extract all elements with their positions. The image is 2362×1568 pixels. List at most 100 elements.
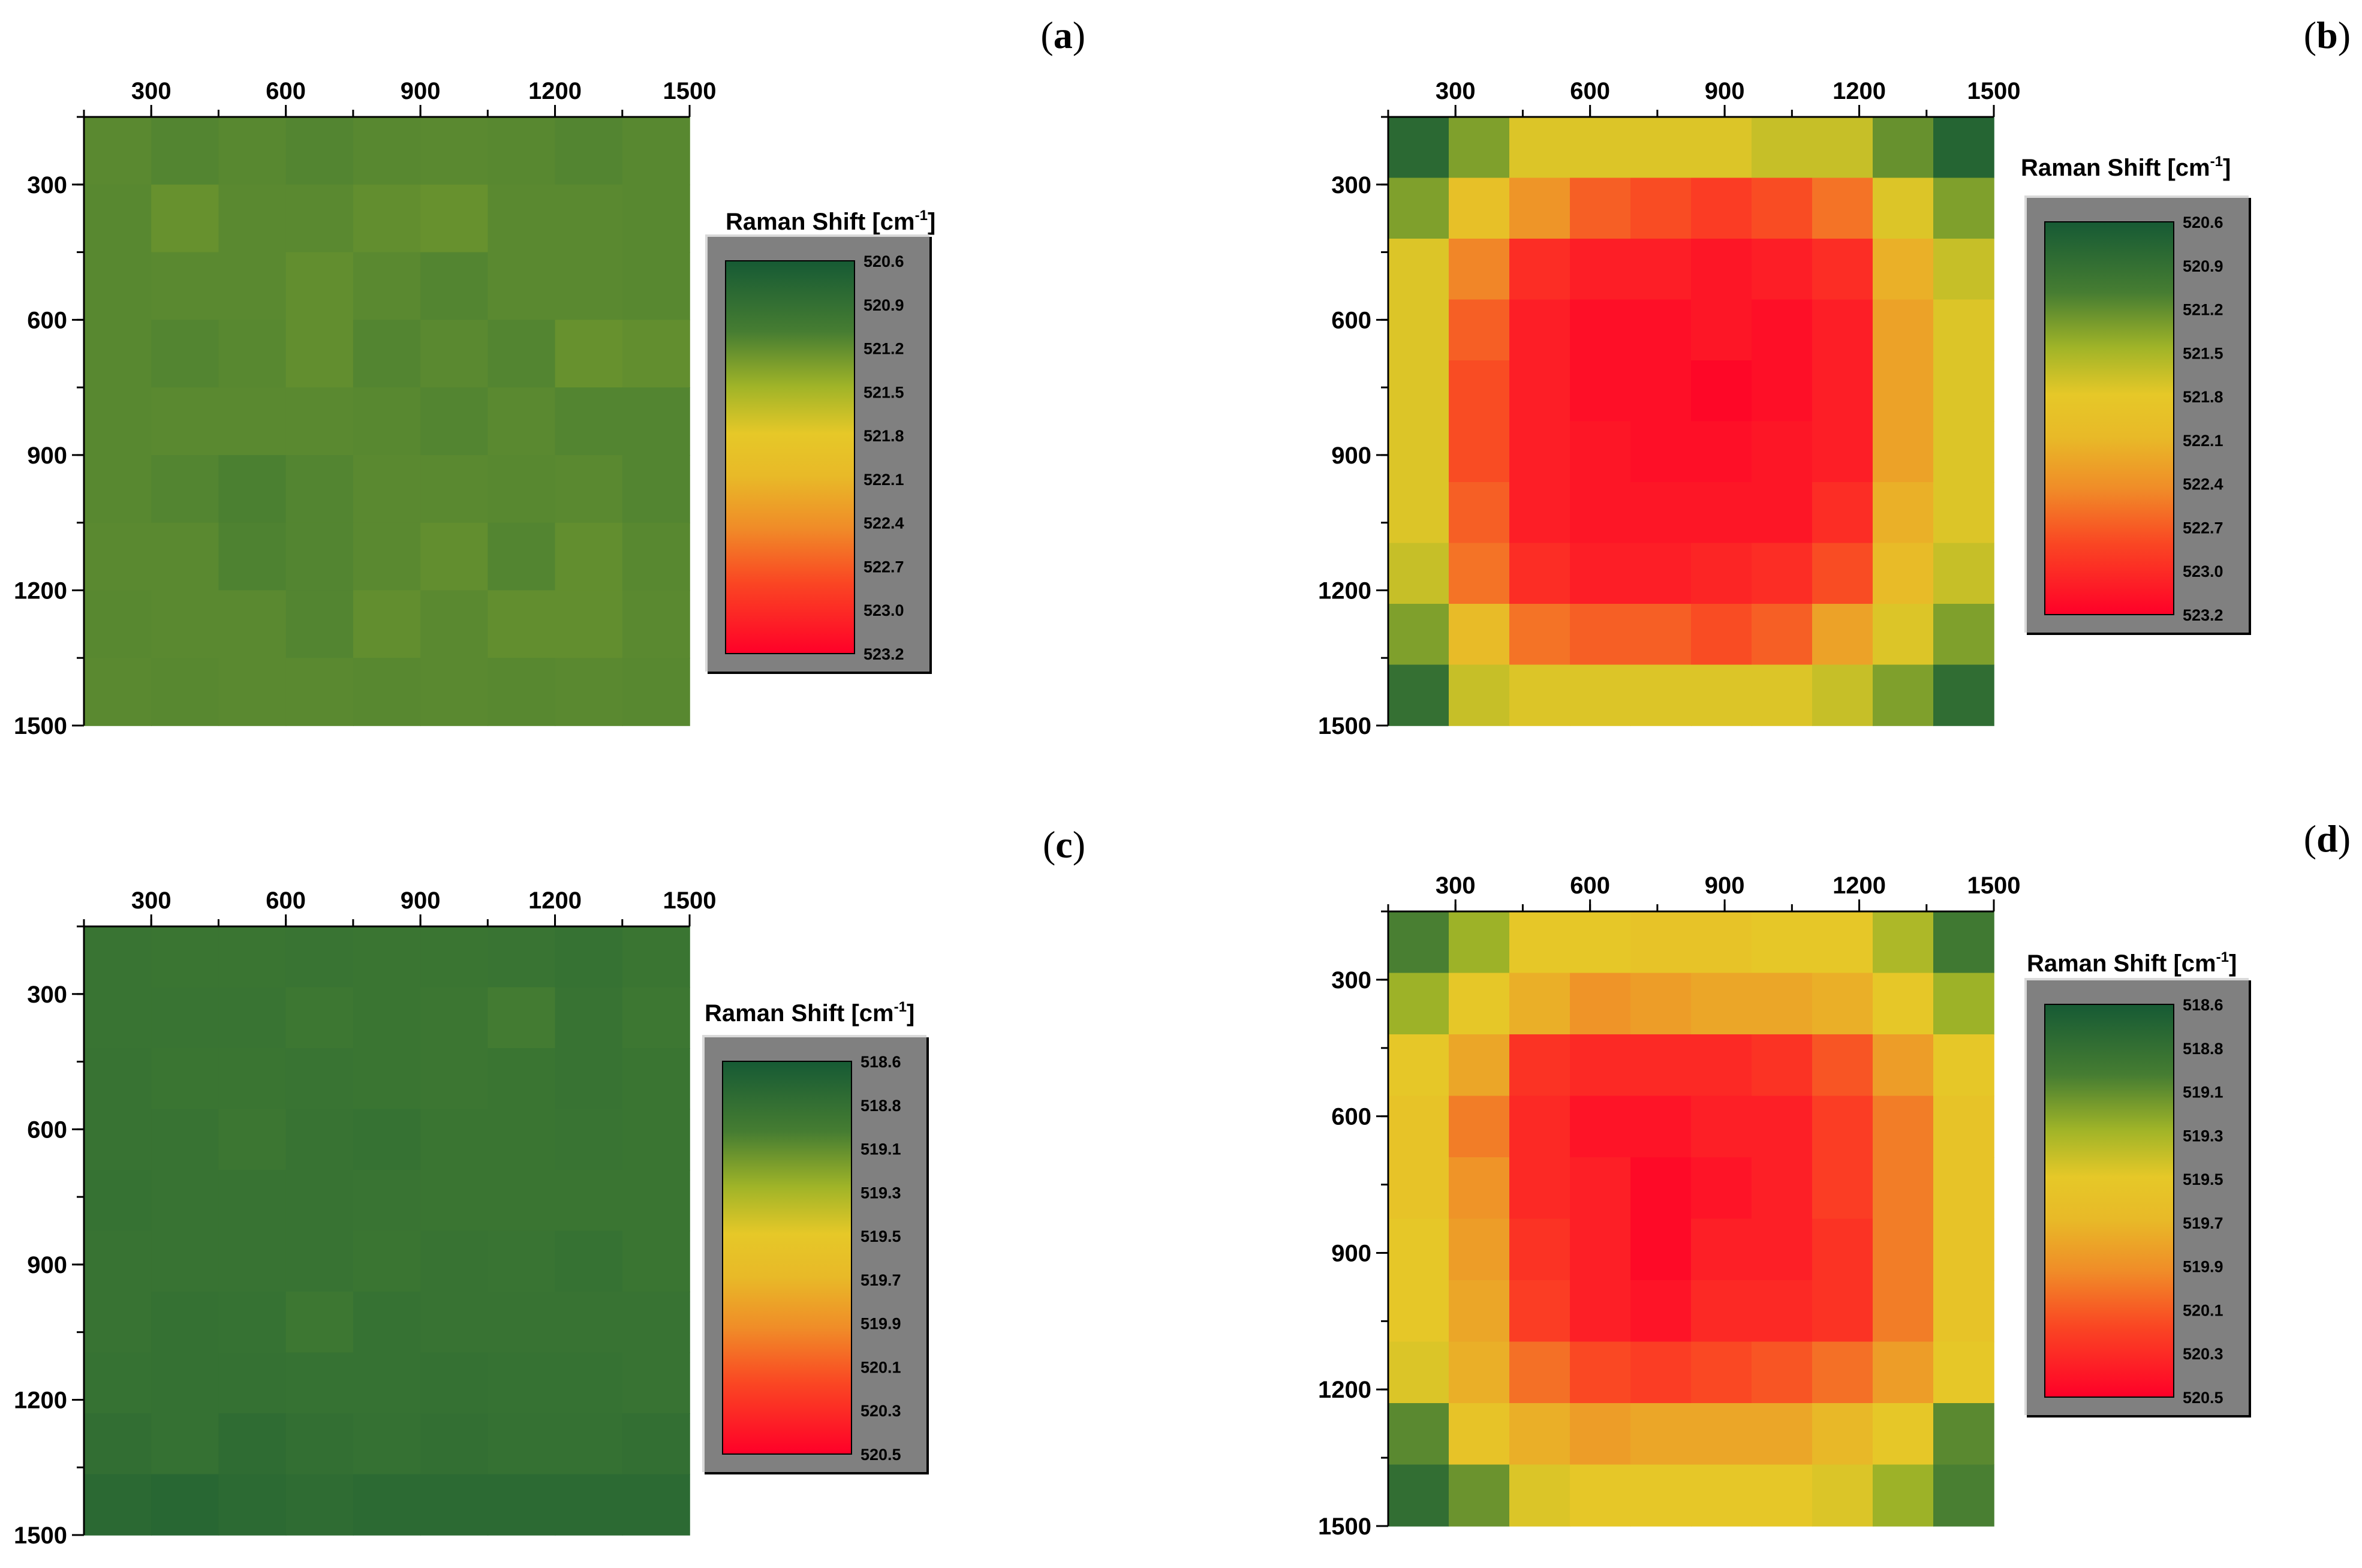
y-tick-label: 1200 — [1318, 577, 1371, 604]
heatmap-cell — [353, 658, 421, 726]
heatmap-cell — [84, 658, 152, 726]
heatmap-cell — [1630, 664, 1692, 726]
heatmap-cell — [151, 455, 219, 523]
heatmap-cell — [218, 1292, 287, 1353]
heatmap-cell — [1570, 1218, 1631, 1281]
x-tick-label: 1500 — [663, 887, 717, 914]
heatmap-cell — [1630, 360, 1692, 422]
colorbar-gradient — [725, 260, 855, 654]
heatmap-cell — [1509, 1218, 1570, 1281]
colorbar-title: Raman Shift [cm-1] — [726, 207, 935, 235]
colorbar-tick-label: 519.5 — [860, 1227, 901, 1245]
heatmap-cell — [1449, 299, 1510, 361]
heatmap-cell — [218, 926, 287, 988]
heatmap-cell — [1873, 421, 1934, 483]
colorbar-tick-label: 520.5 — [860, 1446, 901, 1464]
heatmap-cell — [151, 987, 219, 1049]
heatmap-cell — [1388, 117, 1449, 179]
heatmap-cell — [1933, 117, 1994, 179]
heatmap-cell — [1812, 360, 1873, 422]
colorbar-tick-label: 520.3 — [2183, 1345, 2223, 1363]
y-tick-label: 1500 — [1318, 1513, 1371, 1540]
heatmap-cell — [420, 387, 489, 456]
colorbar: 518.6 518.8 519.1 519.3 519.5 519.7 519.9 520.1… — [2024, 978, 2251, 1417]
heatmap-cell — [1812, 543, 1873, 604]
heatmap-cell — [555, 522, 623, 591]
heatmap-cell — [1812, 1157, 1873, 1220]
heatmap-cell — [1691, 1218, 1752, 1281]
colorbar-tick-label: 520.9 — [863, 296, 904, 314]
heatmap-cell — [285, 658, 354, 726]
heatmap-cell — [285, 1170, 354, 1232]
heatmap-cell — [1752, 1034, 1813, 1097]
heatmap-cell — [218, 658, 287, 726]
heatmap-cell — [1812, 177, 1873, 239]
heatmap-cell — [353, 252, 421, 321]
heatmap-cell — [285, 387, 354, 456]
heatmap-cell — [1570, 177, 1631, 239]
heatmap-cell — [1812, 1403, 1873, 1465]
heatmap-cell — [285, 522, 354, 591]
heatmap-cell — [1388, 1341, 1449, 1404]
heatmap-cell — [1509, 239, 1570, 300]
heatmap-cell — [1630, 604, 1692, 666]
heatmap-cell — [1691, 973, 1752, 1035]
x-tick-label: 1500 — [1967, 872, 2021, 899]
heatmap-cell — [1449, 543, 1510, 604]
heatmap-cell — [151, 1048, 219, 1110]
heatmap-cell — [622, 320, 690, 388]
heatmap-cell — [1570, 421, 1631, 483]
heatmap-cell — [1570, 911, 1631, 974]
heatmap-cell — [555, 387, 623, 456]
heatmap-cell — [488, 1474, 556, 1536]
heatmap-cell — [285, 1413, 354, 1475]
heatmap-cell — [218, 1352, 287, 1414]
heatmap-cell — [151, 1352, 219, 1414]
heatmap-cell — [218, 387, 287, 456]
colorbar-tick-label: 519.3 — [860, 1184, 901, 1202]
heatmap-cell — [1752, 1464, 1813, 1527]
colorbar-tick-label: 523.2 — [2183, 606, 2223, 624]
y-tick-label: 1500 — [14, 1522, 67, 1549]
heatmap-cell — [622, 1170, 690, 1232]
heatmap-cell — [1449, 1403, 1510, 1465]
heatmap-cell — [1630, 1034, 1692, 1097]
heatmap-cell — [1933, 1341, 1994, 1404]
heatmap-cell — [1388, 1218, 1449, 1281]
heatmap-cell — [1449, 117, 1510, 179]
heatmap-cell — [622, 252, 690, 321]
heatmap-cell — [1509, 421, 1570, 483]
heatmap-cell — [1509, 604, 1570, 666]
heatmap-cell — [622, 387, 690, 456]
heatmap-cell — [353, 590, 421, 659]
heatmap-cell — [1752, 482, 1813, 544]
heatmap-cell — [1933, 604, 1994, 666]
heatmap-cell — [1388, 1403, 1449, 1465]
heatmap-cell — [1812, 421, 1873, 483]
x-tick-label: 1200 — [528, 887, 582, 914]
heatmap-cell — [1752, 604, 1813, 666]
colorbar-tick-label: 519.7 — [2183, 1214, 2223, 1232]
heatmap-cell — [1752, 1403, 1813, 1465]
heatmap-cell — [1630, 1403, 1692, 1465]
heatmap-cell — [1873, 911, 1934, 974]
x-tick-label: 300 — [131, 887, 171, 914]
heatmap-cell — [1691, 482, 1752, 544]
heatmap-cell — [1570, 1464, 1631, 1527]
heatmap-cell — [622, 1230, 690, 1292]
heatmap-cell — [151, 658, 219, 726]
heatmap-cell — [1388, 1157, 1449, 1220]
heatmap-cell — [420, 1292, 489, 1353]
heatmap-cell — [420, 455, 489, 523]
x-tick-label: 300 — [1436, 78, 1476, 104]
heatmap-cell — [1752, 239, 1813, 300]
heatmap-cell — [420, 522, 489, 591]
x-tick-label: 1200 — [1833, 78, 1886, 104]
heatmap-cell — [1812, 1218, 1873, 1281]
heatmap-cell — [1812, 299, 1873, 361]
heatmap-cell — [1752, 1280, 1813, 1343]
heatmap-cell — [1388, 1096, 1449, 1158]
heatmap-cell — [420, 1048, 489, 1110]
heatmap-cell — [555, 1474, 623, 1536]
heatmap-cell — [1933, 543, 1994, 604]
